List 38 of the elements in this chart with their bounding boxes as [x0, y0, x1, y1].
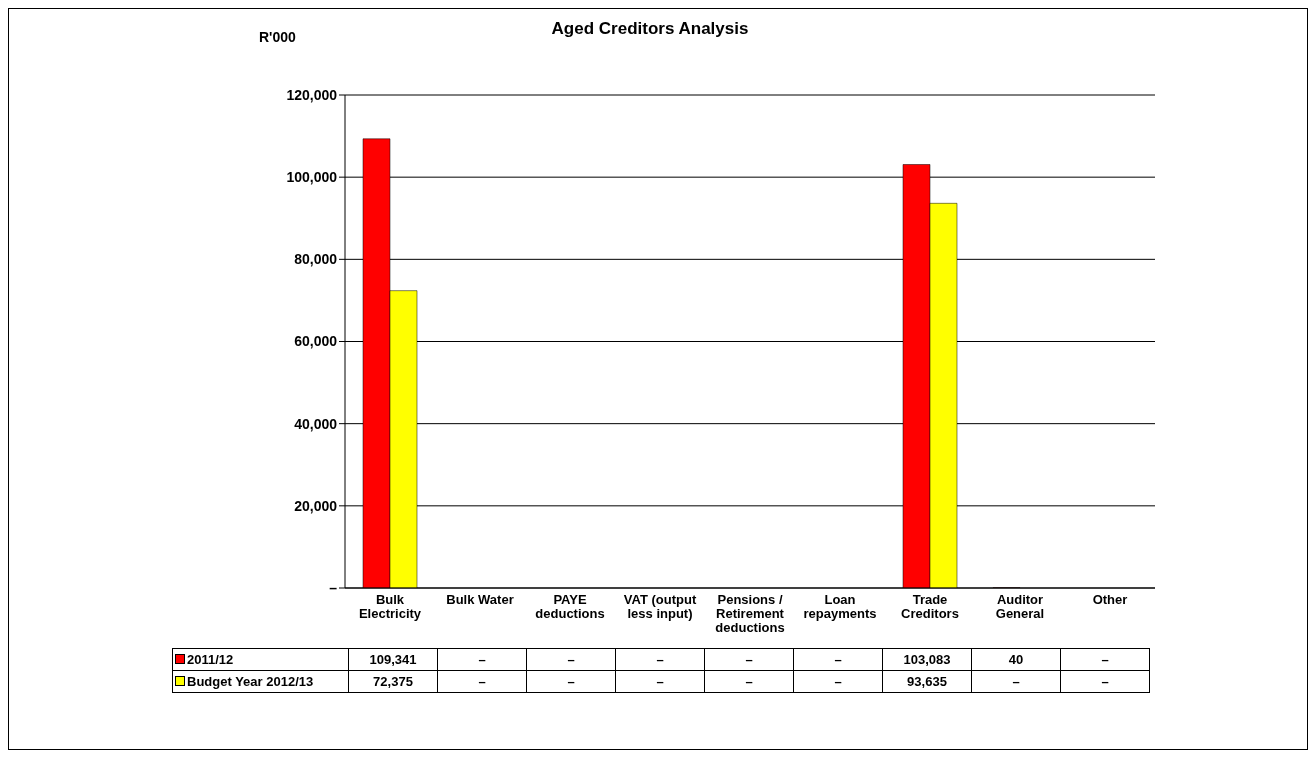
y-tick-label: 80,000	[294, 251, 338, 268]
data-label: –	[437, 670, 527, 693]
data-label: –	[1060, 648, 1150, 671]
y-tick-label: 20,000	[294, 497, 338, 514]
y-tick-label: –	[329, 579, 338, 596]
data-label: 72,375	[348, 670, 438, 693]
x-tick-label: Bulk Electricity	[358, 592, 422, 621]
data-label: 93,635	[882, 670, 972, 693]
data-label: 109,341	[348, 648, 438, 671]
x-tick-label: Pensions / Retirement deductions	[715, 592, 785, 635]
chart-title: Aged Creditors Analysis	[551, 19, 749, 38]
data-label: –	[971, 670, 1061, 693]
x-tick-label: VAT (output less input)	[623, 592, 697, 621]
y-tick-label: 60,000	[294, 333, 338, 350]
data-label: –	[1060, 670, 1150, 693]
x-tick-label: Trade Creditors	[901, 592, 959, 621]
x-tick-label: Other	[1092, 592, 1128, 607]
data-label: –	[793, 670, 883, 693]
data-label: 40	[971, 648, 1061, 671]
data-label: 103,083	[882, 648, 972, 671]
x-tick-label: PAYE deductions	[535, 592, 605, 621]
data-label: –	[615, 648, 705, 671]
data-label: –	[793, 648, 883, 671]
y-axis-title: R'000	[259, 29, 296, 45]
x-tick-label: Bulk Water	[446, 592, 514, 607]
y-tick-label: 120,000	[286, 86, 338, 103]
data-label: –	[704, 648, 794, 671]
data-label: –	[615, 670, 705, 693]
data-label: –	[437, 648, 527, 671]
data-label: –	[526, 670, 616, 693]
y-tick-label: 40,000	[294, 415, 338, 432]
x-tick-label: Auditor General	[995, 592, 1045, 621]
x-tick-label: Loan repayments	[803, 592, 877, 621]
data-label: –	[704, 670, 794, 693]
legend-label: Budget Year 2012/13	[172, 670, 349, 693]
data-label: –	[526, 648, 616, 671]
y-tick-label: 100,000	[286, 169, 338, 186]
legend-label: 2011/12	[172, 648, 349, 671]
